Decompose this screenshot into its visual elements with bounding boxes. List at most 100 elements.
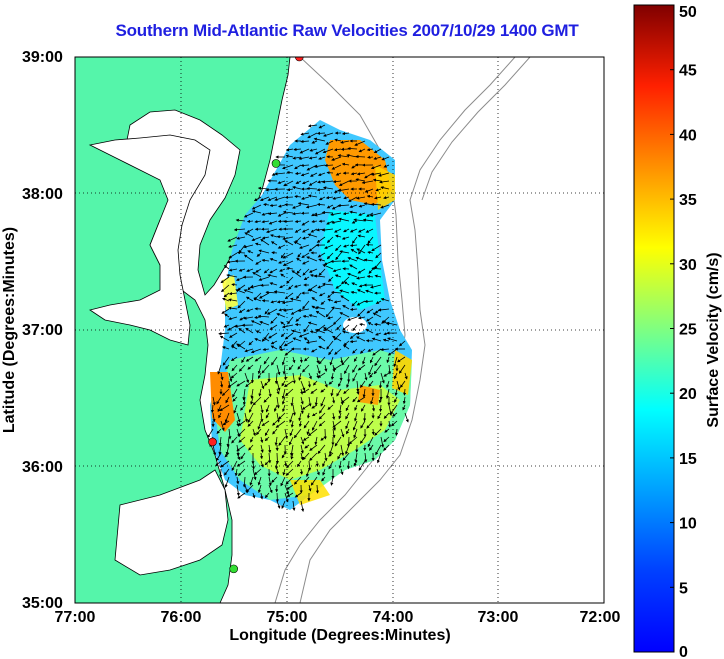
velocity-arrow (236, 460, 246, 467)
velocity-arrow (364, 372, 368, 381)
velocity-arrow (352, 324, 358, 332)
velocity-arrow (404, 412, 409, 423)
x-tick-label: 72:00 (580, 609, 621, 626)
velocity-arrow (264, 380, 270, 386)
velocity-arrow (381, 156, 390, 161)
velocity-arrow (228, 372, 233, 383)
velocity-arrow (274, 460, 279, 470)
velocity-arrow (334, 138, 342, 142)
velocity-arrow (285, 476, 294, 485)
velocity-arrow (349, 204, 358, 208)
velocity-arrow (268, 444, 272, 454)
velocity-arrow (374, 274, 382, 278)
colorbar-tick-label: 10 (679, 516, 697, 533)
velocity-arrow (342, 330, 350, 334)
velocity-arrow (301, 220, 310, 226)
velocity-arrow (255, 260, 262, 265)
velocity-arrow (338, 217, 350, 222)
velocity-arrow (228, 298, 238, 302)
velocity-arrow (384, 428, 390, 433)
velocity-arrow (290, 444, 294, 457)
velocity-arrow (221, 346, 230, 350)
velocity-arrow (216, 452, 222, 462)
velocity-arrow (332, 180, 342, 184)
velocity-arrow (296, 268, 302, 274)
velocity-arrow (356, 248, 366, 254)
velocity-arrow (321, 476, 326, 482)
velocity-arrow (359, 348, 366, 354)
velocity-arrow (398, 340, 406, 347)
velocity-arrow (364, 299, 374, 304)
velocity-arrow (318, 412, 326, 420)
velocity-arrow (274, 372, 278, 385)
velocity-arrow (233, 404, 238, 414)
velocity-arrow (261, 220, 270, 224)
velocity-arrow (260, 436, 264, 444)
velocity-arrow (369, 444, 374, 451)
velocity-arrow (309, 330, 318, 334)
velocity-arrow (318, 335, 326, 342)
velocity-arrow (346, 380, 350, 389)
velocity-arrow (220, 380, 224, 388)
velocity-arrow (380, 436, 385, 448)
velocity-arrow (343, 388, 350, 395)
velocity-arrow (297, 460, 302, 468)
velocity-arrow (306, 428, 310, 436)
velocity-arrow (358, 316, 366, 320)
velocity-arrow (289, 297, 302, 302)
velocity-arrow (236, 444, 246, 452)
velocity-arrow (301, 404, 310, 410)
velocity-arrow (286, 187, 294, 192)
velocity-arrow (366, 194, 374, 199)
velocity-arrow (354, 412, 358, 422)
velocity-arrow (326, 204, 334, 209)
velocity-arrow (264, 492, 270, 499)
velocity-arrow (225, 396, 230, 404)
velocity-arrow (348, 436, 358, 445)
velocity-arrow (366, 308, 374, 314)
velocity-arrow (373, 156, 382, 160)
velocity-arrow (335, 172, 342, 176)
velocity-arrow (377, 308, 390, 312)
velocity-arrow (326, 236, 334, 243)
velocity-arrow (294, 323, 302, 327)
velocity-arrow (243, 316, 254, 320)
velocity-arrow (341, 131, 350, 136)
velocity-arrow (330, 259, 342, 263)
velocity-arrow (293, 428, 302, 439)
y-tick-label: 37:00 (22, 322, 63, 339)
velocity-arrow (278, 412, 286, 420)
velocity-arrow (289, 412, 294, 424)
velocity-arrow (342, 324, 350, 331)
velocity-arrow (356, 380, 360, 393)
velocity-arrow (332, 396, 336, 404)
velocity-arrow (322, 460, 326, 468)
velocity-arrow (313, 274, 326, 278)
velocity-arrow (236, 452, 241, 461)
velocity-arrow (320, 300, 326, 305)
velocity-arrow (358, 212, 366, 216)
velocity-arrow (370, 164, 382, 170)
velocity-arrow (275, 492, 279, 503)
velocity-arrow (349, 339, 358, 344)
velocity-arrow (243, 289, 254, 294)
velocity-arrow (237, 492, 246, 499)
velocity-arrow (225, 444, 230, 456)
velocity-arrow (394, 372, 398, 380)
velocity-arrow (267, 196, 278, 201)
velocity-arrow (274, 196, 286, 201)
velocity-arrow (253, 297, 262, 302)
velocity-arrow (315, 310, 326, 318)
velocity-arrow (236, 251, 246, 255)
velocity-arrow (289, 436, 294, 446)
velocity-arrow (317, 444, 326, 455)
velocity-arrow (316, 468, 320, 476)
velocity-arrow (352, 372, 358, 382)
velocity-arrow (285, 148, 294, 152)
x-tick-label: 76:00 (161, 609, 202, 626)
velocity-arrow (228, 244, 238, 248)
velocity-arrow (263, 268, 270, 274)
velocity-arrow (378, 396, 382, 404)
velocity-arrow (263, 396, 270, 403)
velocity-arrow (330, 388, 334, 397)
